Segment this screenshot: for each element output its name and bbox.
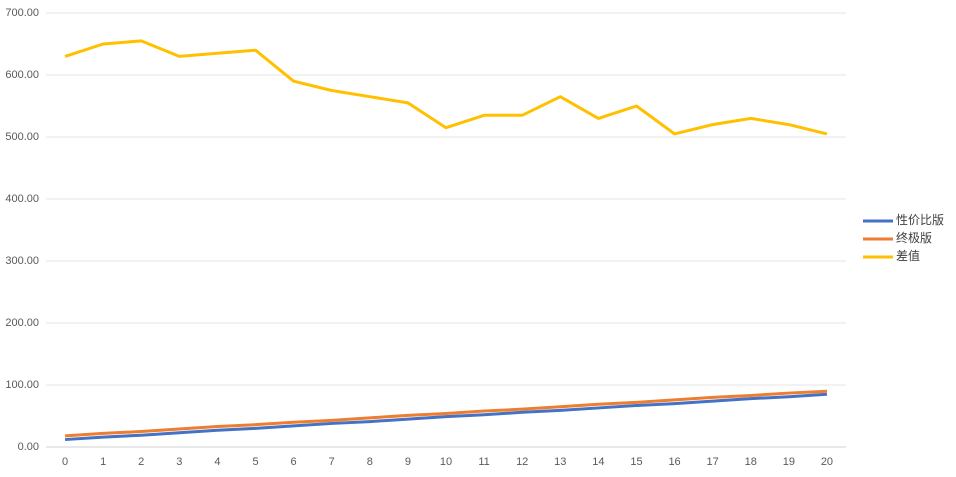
x-tick-label: 3 bbox=[176, 456, 182, 468]
x-tick-label: 12 bbox=[516, 456, 528, 468]
legend-label: 差值 bbox=[896, 248, 920, 263]
x-tick-label: 1 bbox=[100, 456, 106, 468]
x-tick-label: 15 bbox=[630, 456, 642, 468]
y-tick-label: 0.00 bbox=[18, 441, 39, 453]
y-tick-label: 100.00 bbox=[5, 379, 39, 391]
x-tick-label: 14 bbox=[592, 456, 604, 468]
x-tick-label: 17 bbox=[707, 456, 719, 468]
series-line bbox=[64, 389, 828, 438]
x-tick-label: 9 bbox=[405, 456, 411, 468]
y-tick-label: 700.00 bbox=[5, 7, 39, 19]
x-tick-label: 4 bbox=[214, 456, 220, 468]
legend-label: 性价比版 bbox=[896, 213, 944, 227]
y-tick-label: 200.00 bbox=[5, 317, 39, 329]
x-tick-label: 5 bbox=[252, 456, 258, 468]
x-tick-label: 8 bbox=[367, 456, 373, 468]
x-tick-label: 13 bbox=[554, 456, 566, 468]
x-tick-label: 7 bbox=[329, 456, 335, 468]
x-tick-label: 16 bbox=[668, 456, 680, 468]
x-tick-label: 2 bbox=[138, 456, 144, 468]
series-line bbox=[64, 39, 828, 136]
x-tick-label: 6 bbox=[291, 456, 297, 468]
x-tick-label: 10 bbox=[440, 456, 452, 468]
x-tick-label: 11 bbox=[478, 456, 489, 468]
x-tick-label: 18 bbox=[745, 456, 757, 468]
x-tick-label: 20 bbox=[821, 456, 833, 468]
y-tick-label: 300.00 bbox=[5, 255, 39, 267]
x-tick-label: 19 bbox=[783, 456, 795, 468]
y-tick-label: 500.00 bbox=[5, 131, 39, 143]
x-tick-label: 0 bbox=[62, 456, 68, 468]
legend-label: 终极版 bbox=[896, 230, 932, 245]
series-line bbox=[64, 392, 828, 442]
y-tick-label: 600.00 bbox=[5, 69, 39, 81]
y-tick-label: 400.00 bbox=[5, 193, 39, 205]
